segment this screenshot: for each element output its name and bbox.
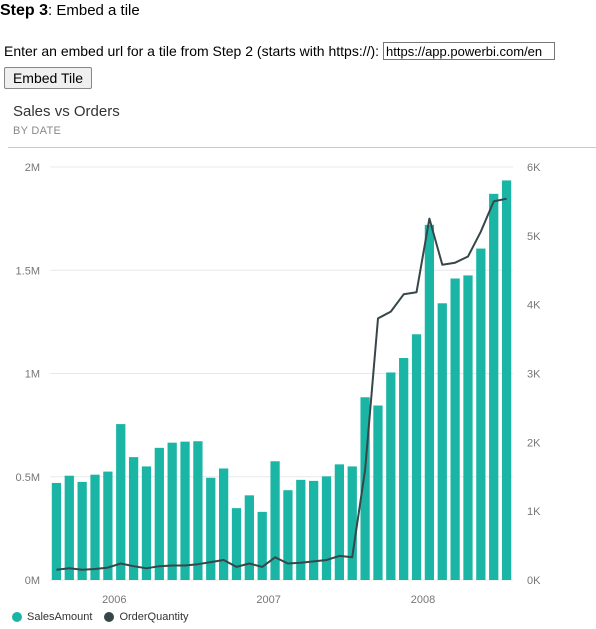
sales-bar — [476, 248, 486, 580]
legend-item-orders: OrderQuantity — [104, 611, 189, 623]
sales-vs-orders-chart: 0M 0.5M 1M 1.5M 2M 0K 1K 2K 3K 4K 5K 6K 2006 2007 2008 — [16, 162, 542, 606]
embed-url-row: Enter an embed url for a tile from Step … — [4, 42, 556, 60]
x-tick-label: 2008 — [411, 594, 435, 606]
sales-bar — [90, 474, 100, 580]
sales-bar — [283, 490, 293, 580]
y-left-tick-label: 1M — [25, 369, 40, 381]
sales-bar — [489, 193, 499, 580]
sales-bar — [424, 224, 435, 580]
step-text: : Embed a tile — [48, 2, 140, 19]
embed-url-input[interactable] — [383, 42, 556, 60]
y-right-tick-label: 2K — [527, 437, 541, 449]
sales-bar — [463, 275, 473, 580]
sales-bar — [103, 471, 113, 580]
sales-bar — [64, 475, 74, 580]
sales-bar — [180, 441, 190, 580]
embed-tile-button[interactable]: Embed Tile — [4, 67, 92, 89]
sales-bar — [386, 372, 396, 580]
sales-bar — [347, 466, 357, 580]
sales-bar — [167, 442, 177, 580]
tile-title: Sales vs Orders — [13, 103, 120, 120]
sales-bar — [321, 476, 332, 580]
legend-orders-label: OrderQuantity — [119, 611, 189, 623]
y-left-tick-label: 0M — [25, 575, 40, 587]
sales-bar — [501, 180, 512, 581]
sales-bar — [206, 477, 216, 580]
y-right-tick-label: 5K — [527, 231, 541, 243]
legend-item-sales: SalesAmount — [12, 611, 92, 623]
legend-sales-label: SalesAmount — [27, 611, 93, 623]
sales-bar — [270, 461, 280, 580]
sales-bar — [51, 482, 62, 580]
tile-divider — [8, 147, 596, 148]
chart-legend: SalesAmount OrderQuantity — [12, 611, 201, 623]
sales-bar — [128, 457, 139, 580]
sales-bar — [231, 508, 242, 580]
y-right-tick-label: 0K — [527, 575, 541, 587]
sales-bar — [154, 447, 164, 580]
sales-bar — [296, 479, 306, 580]
sales-bar — [257, 511, 267, 580]
y-left-tick-label: 0.5M — [16, 472, 40, 484]
x-tick-label: 2007 — [256, 594, 280, 606]
sales-bar — [399, 358, 409, 580]
y-right-tick-label: 4K — [527, 300, 541, 312]
sales-bar — [244, 495, 254, 580]
sales-bar — [218, 468, 229, 580]
y-left-tick-label: 2M — [25, 162, 40, 174]
y-right-tick-label: 3K — [527, 369, 541, 381]
tile-subtitle: BY DATE — [13, 125, 62, 137]
orders-line — [56, 197, 507, 571]
step-heading: Step 3: Embed a tile — [0, 2, 140, 20]
y-right-tick-label: 1K — [527, 506, 541, 518]
step-label: Step 3 — [0, 2, 49, 19]
sales-bar — [437, 303, 447, 580]
sales-bar — [193, 441, 203, 580]
legend-sales-marker — [12, 612, 22, 622]
sales-bar — [411, 334, 422, 580]
sales-bar — [450, 278, 460, 580]
sales-bar — [334, 464, 345, 580]
sales-bar — [141, 466, 152, 580]
legend-orders-marker — [104, 612, 115, 622]
y-left-tick-label: 1.5M — [16, 265, 40, 277]
sales-bar — [360, 397, 370, 580]
y-right-tick-label: 6K — [527, 162, 541, 174]
sales-bar — [77, 481, 87, 580]
sales-bar — [116, 424, 126, 580]
sales-bar — [373, 405, 383, 580]
x-tick-label: 2006 — [102, 594, 126, 606]
sales-bar — [309, 480, 319, 580]
embed-url-prompt: Enter an embed url for a tile from Step … — [4, 43, 380, 59]
